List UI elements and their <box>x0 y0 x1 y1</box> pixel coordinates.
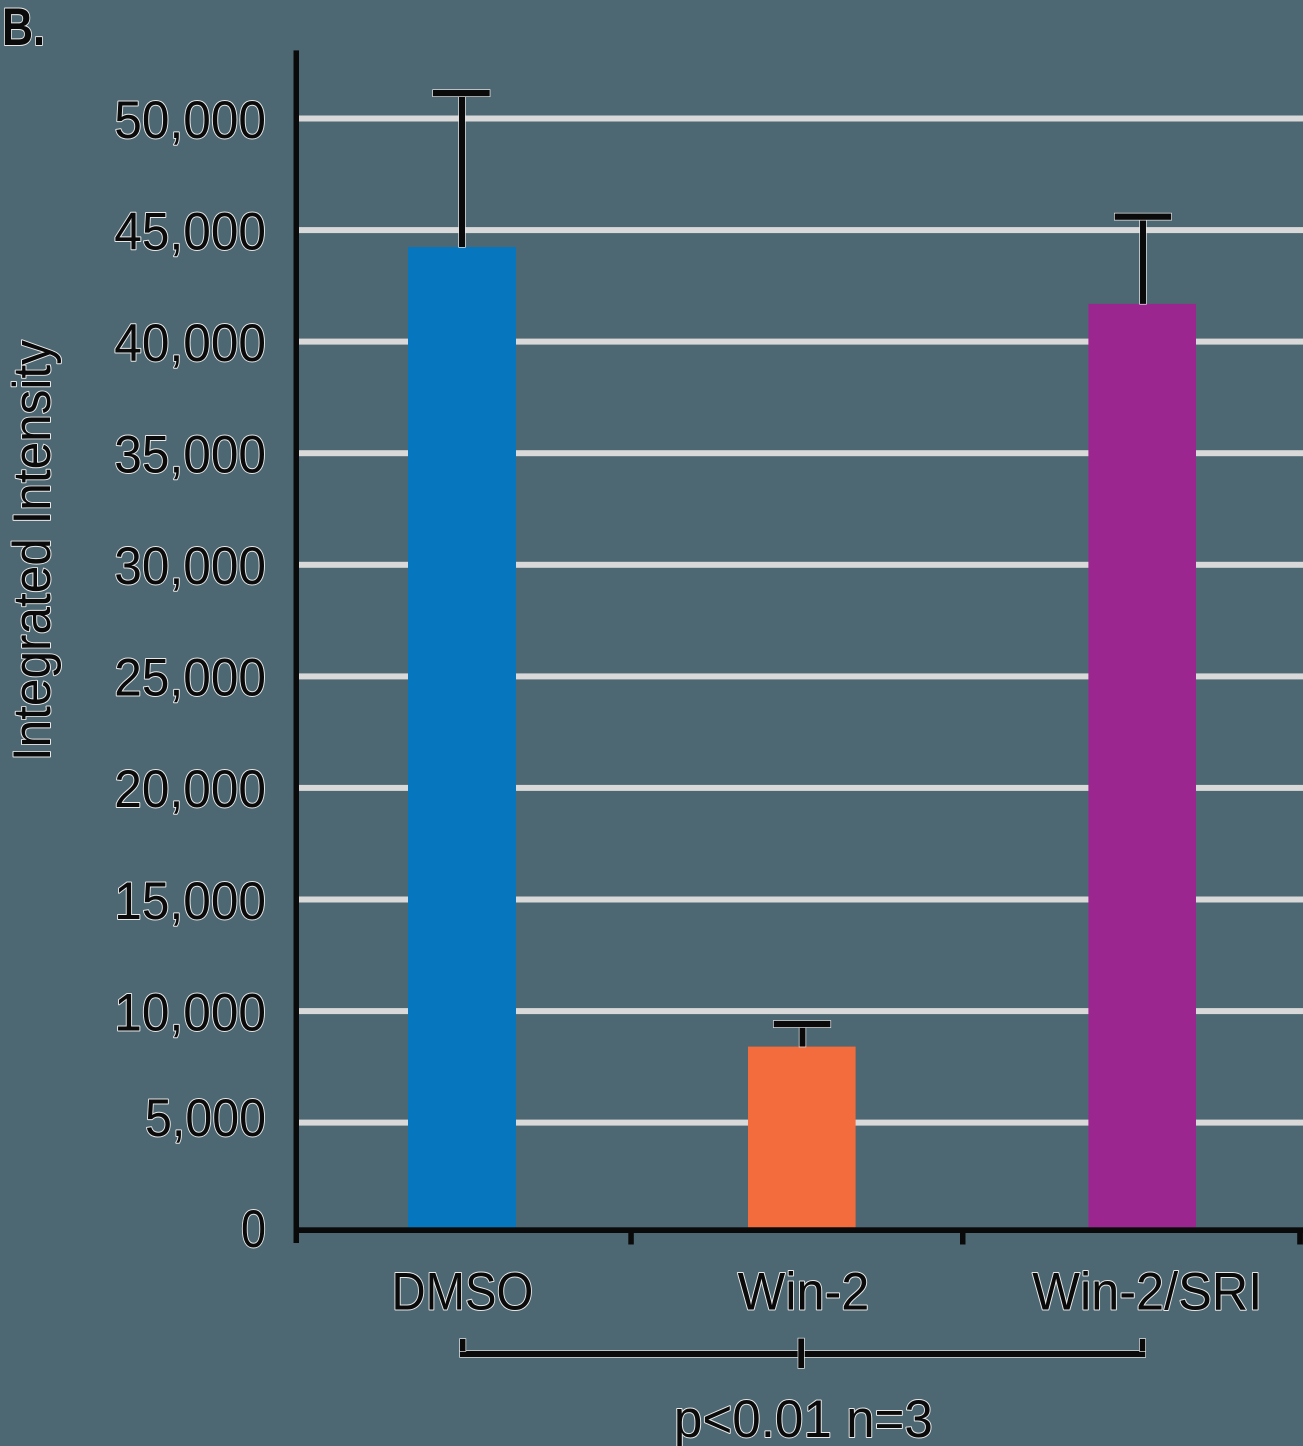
svg-text:p<0.01 n=3: p<0.01 n=3 <box>674 1390 933 1446</box>
svg-text:0: 0 <box>241 1200 266 1259</box>
svg-text:15,000: 15,000 <box>114 872 266 931</box>
svg-text:25,000: 25,000 <box>114 649 266 708</box>
svg-text:20,000: 20,000 <box>114 760 266 819</box>
svg-text:Win-2: Win-2 <box>738 1263 870 1322</box>
svg-text:Win-2/SRI: Win-2/SRI <box>1032 1263 1262 1322</box>
svg-text:40,000: 40,000 <box>114 314 266 373</box>
svg-text:5,000: 5,000 <box>145 1089 266 1148</box>
svg-text:35,000: 35,000 <box>114 426 266 485</box>
svg-text:B.: B. <box>2 0 45 57</box>
svg-text:50,000: 50,000 <box>114 91 266 150</box>
svg-text:10,000: 10,000 <box>114 983 266 1042</box>
svg-text:45,000: 45,000 <box>114 202 266 261</box>
svg-text:DMSO: DMSO <box>392 1263 534 1322</box>
svg-text:30,000: 30,000 <box>114 537 266 596</box>
svg-text:Integrated Intensity: Integrated Intensity <box>3 340 62 761</box>
